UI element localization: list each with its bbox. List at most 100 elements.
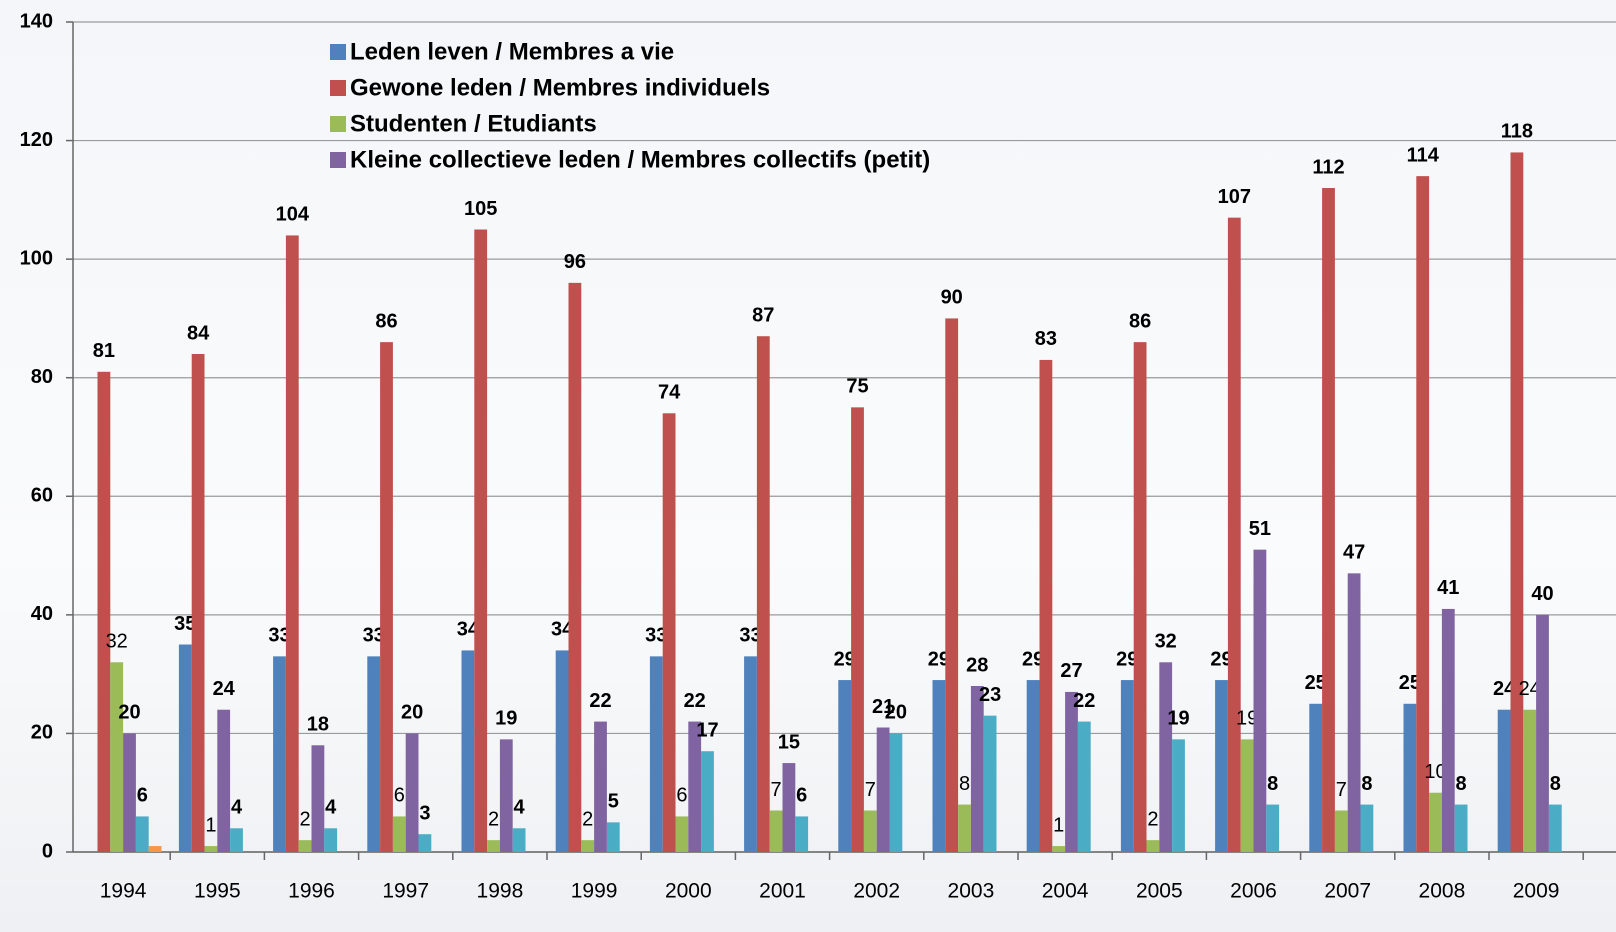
- bar: [838, 680, 851, 852]
- bar: [864, 811, 877, 853]
- bar: [136, 816, 149, 852]
- bar: [406, 733, 419, 852]
- legend-swatch: [330, 152, 346, 168]
- bar: [1511, 152, 1524, 852]
- data-label: 32: [1155, 631, 1177, 653]
- data-label: 1: [205, 814, 216, 836]
- bar: [217, 710, 230, 852]
- bar: [607, 822, 620, 852]
- data-label: 17: [696, 719, 718, 741]
- y-tick-label: 40: [31, 603, 53, 625]
- data-label: 20: [885, 702, 907, 724]
- data-label: 114: [1407, 144, 1440, 166]
- data-label: 27: [1060, 660, 1082, 682]
- y-tick-label: 60: [31, 485, 53, 507]
- data-label: 19: [1167, 708, 1189, 730]
- bar: [1498, 710, 1511, 852]
- legend-label: Leden leven / Membres a vie: [350, 38, 674, 65]
- data-label: 22: [1073, 690, 1095, 712]
- x-tick-label: 1997: [382, 880, 429, 903]
- data-label: 22: [684, 690, 706, 712]
- x-tick-label: 1995: [194, 880, 241, 903]
- data-label: 2: [300, 808, 311, 830]
- bar: [1549, 805, 1562, 852]
- data-label: 23: [979, 684, 1001, 706]
- bar: [286, 235, 299, 852]
- bar: [594, 722, 607, 852]
- bar: [1134, 342, 1147, 852]
- x-tick-label: 2008: [1419, 880, 1466, 903]
- data-label: 20: [401, 702, 423, 724]
- y-tick-label: 120: [20, 129, 53, 151]
- bar: [984, 716, 997, 852]
- data-label: 74: [658, 382, 681, 404]
- legend-label: Studenten / Etudiants: [350, 110, 597, 137]
- data-label: 8: [959, 773, 970, 795]
- data-label: 84: [187, 322, 210, 344]
- y-tick-label: 0: [42, 840, 53, 862]
- data-label: 22: [589, 690, 611, 712]
- bar: [1416, 176, 1429, 852]
- x-tick-label: 2005: [1136, 880, 1183, 903]
- bar: [1215, 680, 1228, 852]
- data-label: 104: [276, 204, 310, 226]
- data-label: 6: [676, 785, 687, 807]
- data-label: 2: [488, 808, 499, 830]
- x-tick-label: 2000: [665, 880, 712, 903]
- bar: [123, 733, 136, 852]
- y-tick-label: 80: [31, 366, 53, 388]
- legend-swatch: [330, 44, 346, 60]
- bar: [179, 645, 192, 853]
- bar: [1147, 840, 1160, 852]
- bar: [380, 342, 393, 852]
- bar: [890, 733, 903, 852]
- bar: [1121, 680, 1134, 852]
- x-tick-label: 2003: [948, 880, 995, 903]
- legend-swatch: [330, 116, 346, 132]
- data-label: 20: [118, 702, 140, 724]
- data-label: 40: [1531, 583, 1553, 605]
- x-tick-label: 2002: [853, 880, 900, 903]
- x-tick-label: 1999: [571, 880, 618, 903]
- bar: [1404, 704, 1417, 852]
- bar: [783, 763, 796, 852]
- chart: 0204060801001201401994813220619953584124…: [0, 0, 1616, 932]
- data-label: 105: [464, 198, 497, 220]
- bar: [1322, 188, 1335, 852]
- bar: [1052, 846, 1065, 852]
- data-label: 47: [1343, 542, 1365, 564]
- bar: [770, 811, 783, 853]
- bar: [1335, 811, 1348, 853]
- bar: [757, 336, 770, 852]
- bar: [1455, 805, 1468, 852]
- bar: [1523, 710, 1536, 852]
- bar: [663, 413, 676, 852]
- bar: [1065, 692, 1078, 852]
- bar: [192, 354, 205, 852]
- data-label: 6: [796, 785, 807, 807]
- data-label: 4: [514, 797, 526, 819]
- bar: [487, 840, 500, 852]
- bar: [1348, 573, 1361, 852]
- bar: [1361, 805, 1374, 852]
- background: [0, 0, 1616, 932]
- data-label: 3: [419, 802, 430, 824]
- data-label: 112: [1312, 156, 1344, 178]
- data-label: 15: [778, 731, 800, 753]
- bar: [1241, 739, 1254, 852]
- bar: [1172, 739, 1185, 852]
- bar: [110, 662, 123, 852]
- data-label: 6: [394, 785, 405, 807]
- bar: [958, 805, 971, 852]
- data-label: 2: [1147, 808, 1158, 830]
- bar: [273, 656, 286, 852]
- bar: [1429, 793, 1442, 852]
- bar: [1266, 805, 1279, 852]
- bar: [1536, 615, 1549, 852]
- bar: [1228, 218, 1241, 852]
- bar: [205, 846, 218, 852]
- y-tick-label: 140: [20, 10, 53, 32]
- bar: [312, 745, 325, 852]
- data-label: 118: [1501, 121, 1533, 143]
- data-label: 4: [325, 797, 337, 819]
